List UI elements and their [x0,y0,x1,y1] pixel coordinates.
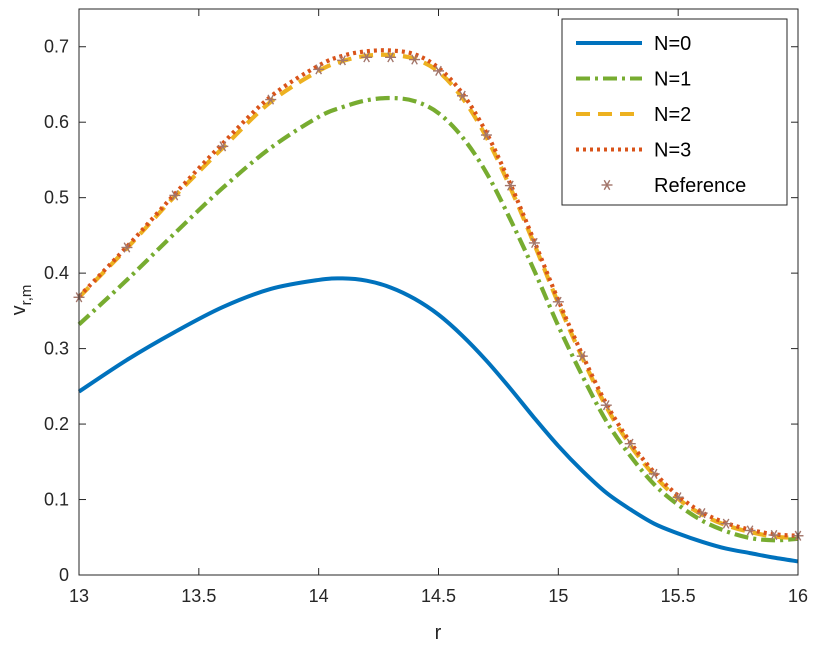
data-point-reference [409,54,421,65]
legend: N=0 N=1 N=2 N=3 Reference [561,18,788,206]
data-point-reference [480,129,492,141]
data-point-reference [433,65,444,76]
data-point-reference [624,438,636,449]
legend-label-n-1: N=1 [654,69,691,91]
data-point-reference [361,52,373,63]
series-line-n-0 [77,276,799,564]
data-point-reference [600,400,612,411]
data-point-reference [696,508,708,519]
data-point-reference [720,518,732,529]
data-point-reference [121,242,133,253]
data-point-reference [217,141,229,152]
data-point-reference [552,296,564,307]
y-tick-label: 0.5 [44,188,69,208]
y-tick-label: 0.7 [44,37,69,57]
data-point-reference [768,529,780,541]
data-point-reference [169,190,181,201]
data-point-reference [313,64,325,75]
x-tick-label: 14 [309,586,329,606]
legend-swatch-reference [601,179,613,191]
y-tick-label: 0 [59,565,69,585]
data-point-reference [265,94,277,105]
legend-label-n-3: N=3 [654,140,691,162]
x-tick-label: 16 [788,586,808,606]
svg-text:vr,m: vr,m [8,285,35,316]
y-tick-label: 0.4 [44,263,69,283]
y-tick-label: 0.2 [44,414,69,434]
legend-label-reference: Reference [654,175,746,197]
data-point-reference [528,237,540,249]
y-axis-label: vr,m [8,285,35,316]
x-axis-label: r [435,622,442,644]
y-tick-label: 0.3 [44,339,69,359]
data-point-reference [672,492,684,503]
data-point-reference [456,90,468,101]
data-point-reference [648,468,660,479]
x-tick-label: 15 [548,586,568,606]
y-axis-label-main: v [8,305,30,315]
axes-layer: 13 13.5 14 14.5 15 15.5 16 0 0.1 0.2 0.3 0.4 0.5 0.6 0… [44,8,808,606]
data-point-reference [744,525,756,536]
data-point-reference [337,55,349,66]
legend-label-n-2: N=2 [654,104,691,126]
series-line-n-3 [77,48,799,538]
y-axis-label-subscript: r,m [18,285,35,306]
legend-label-n-0: N=0 [654,33,691,55]
data-point-reference [576,351,588,362]
x-tick-label: 14.5 [421,586,456,606]
y-tick-label: 0.6 [44,112,69,132]
x-tick-label: 13.5 [181,586,216,606]
x-tick-label: 15.5 [661,586,696,606]
series-layer [73,48,804,564]
series-reference-markers [73,52,804,541]
data-point-reference [385,52,397,63]
data-point-reference [504,180,516,191]
y-tick-label: 0.1 [44,490,69,510]
x-tick-label: 13 [69,586,89,606]
